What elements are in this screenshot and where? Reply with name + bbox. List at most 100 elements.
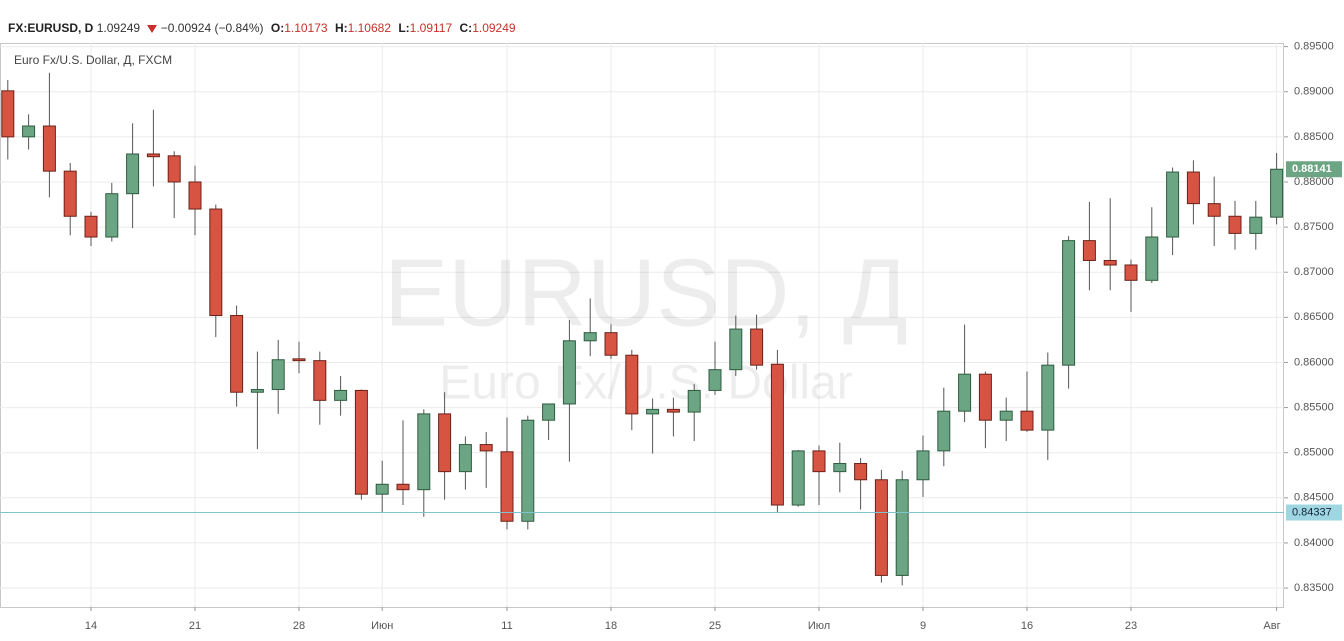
value: 1.09117 xyxy=(409,21,453,35)
x-tick-label: Июн xyxy=(371,620,393,632)
y-tick-label: 0.88500 xyxy=(1294,131,1334,143)
candle-body xyxy=(729,328,743,371)
candle-body xyxy=(63,170,77,217)
last-price-tag xyxy=(1286,161,1342,178)
plot-frame xyxy=(0,43,1284,608)
down-arrow xyxy=(147,25,158,34)
candle-body xyxy=(188,181,202,210)
candle-body xyxy=(1041,364,1055,431)
y-tick-label: 0.89500 xyxy=(1294,41,1334,53)
header: FX:EURUSD, D 1.09249 −0.00924 (−0.84%) O… xyxy=(8,21,520,35)
change: −0.00924 (−0.84%) xyxy=(160,21,264,35)
candle-body xyxy=(812,450,826,473)
watermark: EURUSD, Д xyxy=(384,239,908,346)
chart-title: Euro Fx/U.S. Dollar, Д, FXCM xyxy=(14,53,172,67)
y-tick-label: 0.85500 xyxy=(1294,401,1334,413)
y-tick-label: 0.84000 xyxy=(1294,537,1334,549)
candle-body xyxy=(375,483,389,495)
candle-body xyxy=(542,403,556,421)
price-line-label: 0.84337 xyxy=(1292,506,1332,518)
candle-body xyxy=(146,153,160,158)
candle-body xyxy=(604,332,618,356)
candle-body xyxy=(396,483,410,491)
candle-body xyxy=(562,340,576,405)
candle-body xyxy=(1228,215,1242,234)
candle-body xyxy=(874,479,888,576)
candle-body xyxy=(750,328,764,366)
candle-body xyxy=(250,389,264,393)
candle-body xyxy=(708,369,722,391)
candle-body xyxy=(417,413,431,491)
candle-body xyxy=(895,479,909,576)
candle-body xyxy=(126,153,140,195)
candle-body xyxy=(521,419,535,522)
candle-body xyxy=(1103,259,1117,266)
candle-body xyxy=(438,413,452,473)
candle-body xyxy=(687,389,701,413)
candle-body xyxy=(105,193,119,238)
candle-body xyxy=(1020,410,1034,431)
candle-body xyxy=(937,410,951,452)
ohlc-close: C:1.09249 xyxy=(460,21,516,35)
x-tick-label: 18 xyxy=(605,620,617,632)
candle-body xyxy=(666,408,680,413)
candle-body xyxy=(770,363,784,506)
candle-body xyxy=(354,389,368,495)
ohlc-open: O:1.10173 xyxy=(271,21,328,35)
last-price-label: 0.88141 xyxy=(1292,163,1332,175)
value: 1.10173 xyxy=(284,21,328,35)
last-price: 1.09249 xyxy=(96,21,141,35)
label: C: xyxy=(459,21,473,35)
symbol: FX:EURUSD, D xyxy=(8,21,94,35)
candle-body xyxy=(1270,168,1284,218)
candle-body xyxy=(1082,240,1096,261)
candle-body xyxy=(479,444,493,452)
candle-body xyxy=(313,360,327,401)
candle-body xyxy=(458,444,472,473)
candle-body xyxy=(1145,236,1159,281)
y-tick-label: 0.83500 xyxy=(1294,582,1334,594)
label: O: xyxy=(270,21,285,35)
candle-body xyxy=(292,358,306,362)
candle-body xyxy=(230,315,244,393)
candle-body xyxy=(1,90,15,138)
candle-body xyxy=(1207,203,1221,217)
candle-body xyxy=(916,450,930,481)
candle-body xyxy=(167,155,181,183)
y-tick-label: 0.88000 xyxy=(1294,176,1334,188)
candle-body xyxy=(854,463,868,481)
price-line-tag xyxy=(1286,504,1342,521)
ohlc-high: H:1.10682 xyxy=(335,21,391,35)
candle-body xyxy=(1166,171,1180,238)
ohlc-low: L:1.09117 xyxy=(398,21,452,35)
candle-body xyxy=(22,125,36,138)
y-tick-label: 0.84500 xyxy=(1294,492,1334,504)
candle-body xyxy=(958,373,972,412)
value: 1.09249 xyxy=(472,21,516,35)
candle-body xyxy=(1249,216,1263,234)
x-tick-label: 23 xyxy=(1125,620,1137,632)
candle-body xyxy=(1186,171,1200,205)
candle-body xyxy=(84,215,98,238)
x-tick-label: 25 xyxy=(709,620,721,632)
candle-body xyxy=(791,450,805,506)
x-tick-label: Авг xyxy=(1263,620,1280,632)
candle-body xyxy=(271,359,285,391)
label: H: xyxy=(334,21,348,35)
x-tick-label: 14 xyxy=(85,620,97,632)
candle-body xyxy=(42,125,56,172)
y-tick-label: 0.86000 xyxy=(1294,356,1334,368)
candle-body xyxy=(833,463,847,473)
y-tick-label: 0.87500 xyxy=(1294,221,1334,233)
candle-body xyxy=(334,389,348,401)
y-tick-label: 0.85000 xyxy=(1294,447,1334,459)
y-tick-label: 0.87000 xyxy=(1294,266,1334,278)
x-tick-label: 9 xyxy=(920,620,926,632)
candle-body xyxy=(500,451,514,522)
candle-body xyxy=(1124,264,1138,281)
candle-body xyxy=(625,354,639,415)
y-tick-label: 0.89000 xyxy=(1294,86,1334,98)
label: L: xyxy=(398,21,410,35)
